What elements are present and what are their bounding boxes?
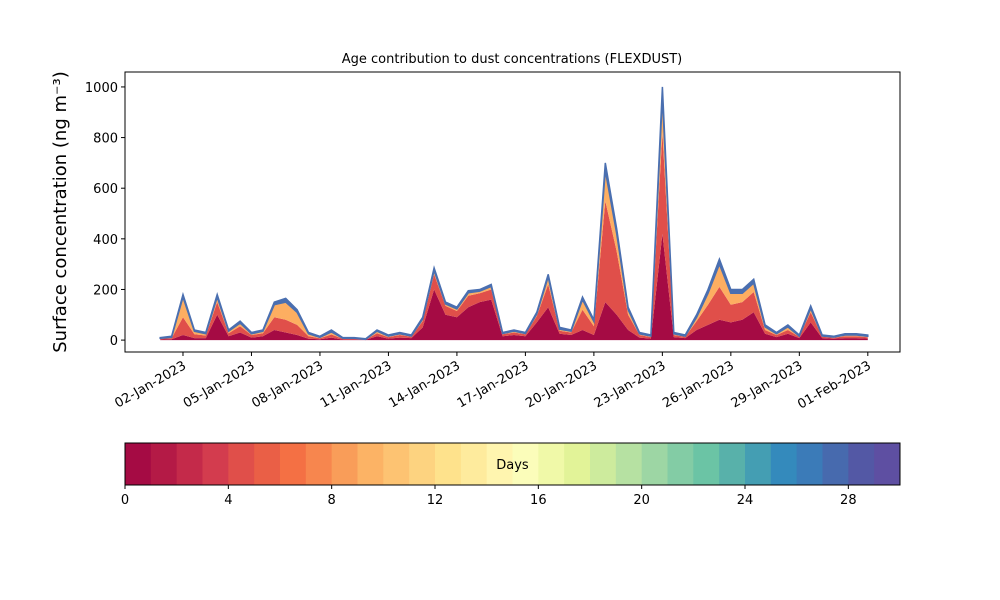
colorbar-swatch xyxy=(512,443,539,485)
y-tick-label: 600 xyxy=(93,182,118,197)
colorbar-swatch xyxy=(228,443,255,485)
colorbar-swatch xyxy=(254,443,281,485)
colorbar-swatch xyxy=(383,443,410,485)
colorbar-swatch xyxy=(745,443,772,485)
colorbar-swatch xyxy=(150,443,178,485)
colorbar-tick-label: 0 xyxy=(121,493,129,508)
colorbar-swatch xyxy=(615,443,643,485)
colorbar-swatch xyxy=(822,443,849,485)
y-tick-label: 400 xyxy=(93,233,118,248)
area-layer xyxy=(160,97,868,340)
colorbar-swatch xyxy=(331,443,358,485)
colorbar-tick-label: 16 xyxy=(530,493,547,508)
x-tick-label: 14-Jan-2023 xyxy=(386,358,463,411)
x-tick-label: 11-Jan-2023 xyxy=(318,358,395,411)
colorbar-swatch xyxy=(770,443,798,485)
colorbar-tick-label: 4 xyxy=(224,493,232,508)
colorbar-tick-label: 8 xyxy=(328,493,336,508)
y-tick-label: 1000 xyxy=(85,81,118,96)
colorbar-swatch xyxy=(305,443,333,485)
colorbar-swatch xyxy=(667,443,694,485)
area-layer xyxy=(159,86,869,341)
colorbar-swatch xyxy=(693,443,720,485)
colorbar-tick-label: 12 xyxy=(427,493,444,508)
x-tick-label: 26-Jan-2023 xyxy=(660,358,737,411)
colorbar-tick-label: 20 xyxy=(633,493,650,508)
colorbar-swatch xyxy=(641,443,668,485)
colorbar-tick-label: 28 xyxy=(840,493,857,508)
colorbar-tick-label: 24 xyxy=(737,493,754,508)
x-tick-label: 01-Feb-2023 xyxy=(795,358,874,412)
colorbar-swatch xyxy=(202,443,229,485)
x-tick-label: 29-Jan-2023 xyxy=(729,358,806,411)
chart-title: Age contribution to dust concentrations … xyxy=(342,52,683,67)
colorbar-swatch xyxy=(874,443,901,485)
x-tick-label: 08-Jan-2023 xyxy=(249,358,326,411)
colorbar-swatch xyxy=(435,443,462,485)
y-tick-label: 0 xyxy=(110,334,118,349)
x-tick-label: 02-Jan-2023 xyxy=(112,358,189,411)
plot-frame xyxy=(124,71,901,353)
y-tick-label: 800 xyxy=(93,132,118,147)
x-tick-label: 05-Jan-2023 xyxy=(181,358,258,411)
colorbar-swatch xyxy=(409,443,436,485)
colorbar-swatch xyxy=(564,443,591,485)
colorbar-label: Days xyxy=(496,458,529,473)
colorbar-swatch xyxy=(848,443,875,485)
colorbar-swatch xyxy=(280,443,307,485)
colorbar-swatch xyxy=(125,443,152,485)
colorbar-swatch xyxy=(486,443,513,485)
x-tick-label: 17-Jan-2023 xyxy=(455,358,532,411)
colorbar-swatch xyxy=(538,443,565,485)
x-tick-label: 23-Jan-2023 xyxy=(592,358,669,411)
y-axis-label: Surface concentration (ng m⁻³) xyxy=(50,71,71,353)
colorbar-swatch xyxy=(719,443,746,485)
colorbar-swatch xyxy=(460,443,488,485)
colorbar-swatch xyxy=(357,443,384,485)
colorbar-swatch xyxy=(176,443,203,485)
y-tick-label: 200 xyxy=(93,283,118,298)
colorbar-swatch xyxy=(590,443,617,485)
colorbar-swatch xyxy=(796,443,823,485)
x-tick-label: 20-Jan-2023 xyxy=(523,358,600,411)
colorbar-frame xyxy=(124,442,901,486)
